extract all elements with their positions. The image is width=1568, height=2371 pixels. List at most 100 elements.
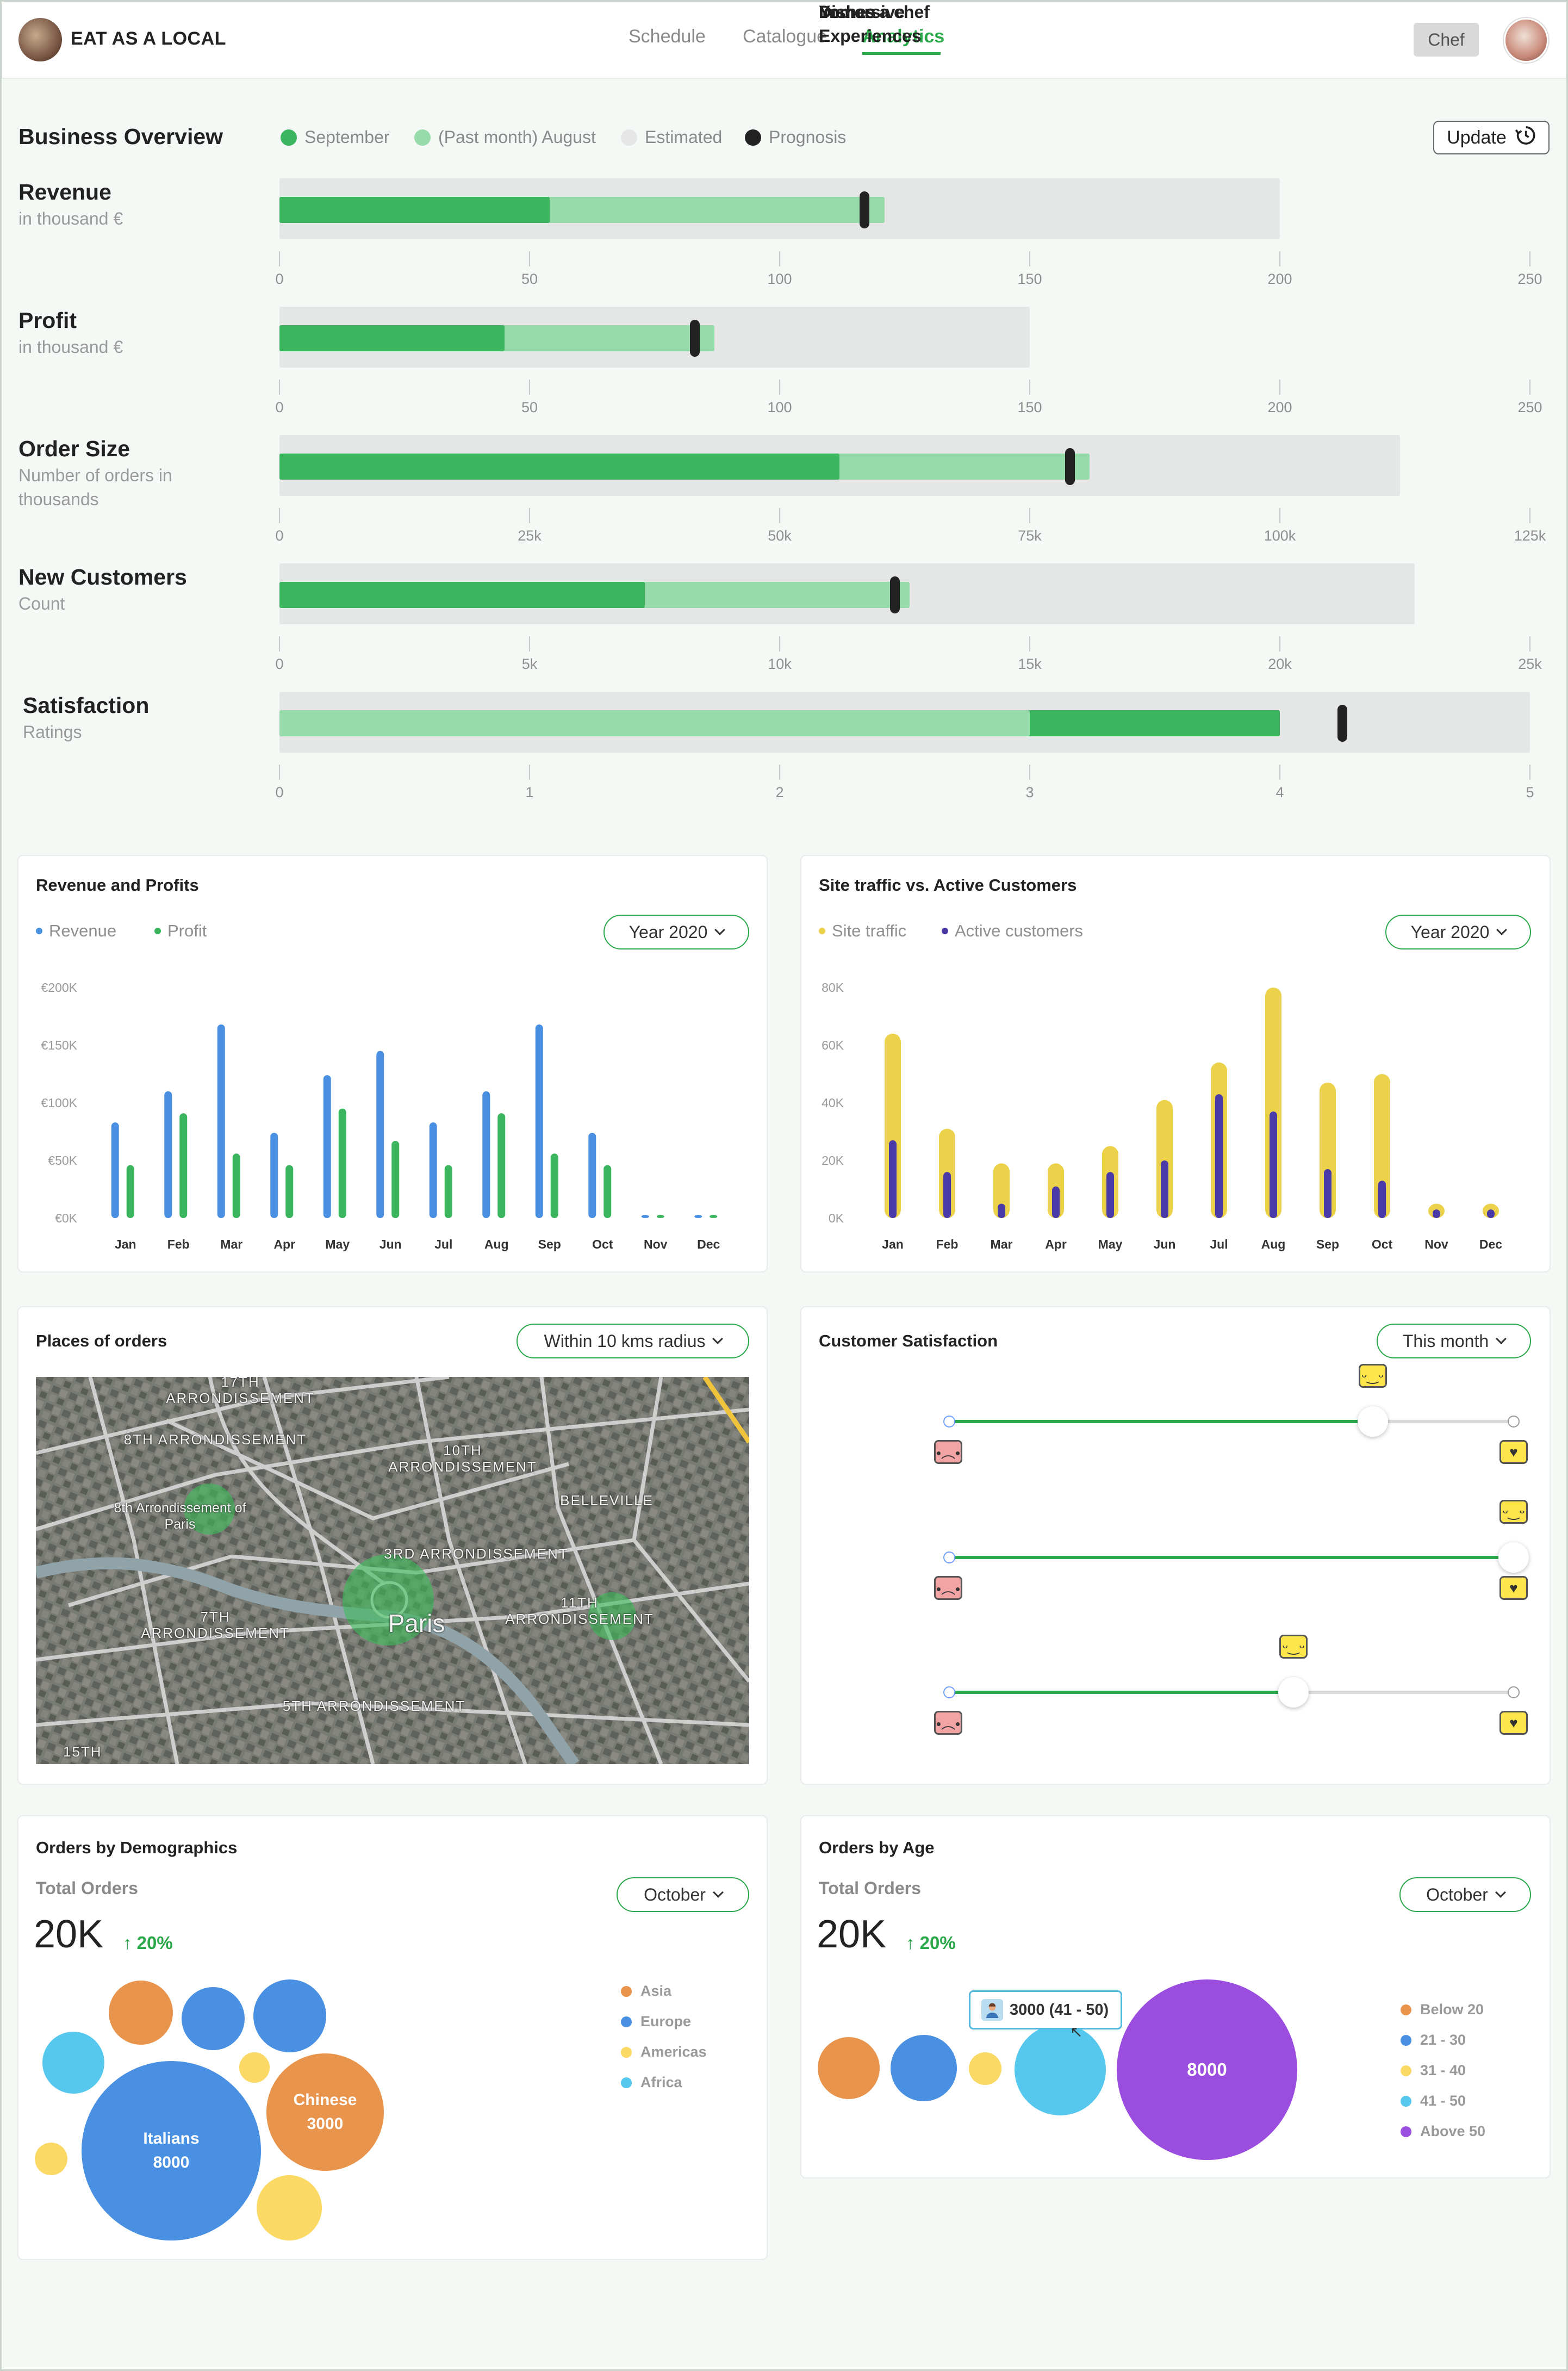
- august-bar[interactable]: [279, 710, 1030, 736]
- year-filter-dropdown[interactable]: Year 2020: [603, 915, 749, 949]
- metric-name: Profit: [18, 308, 77, 333]
- bar-revenue-feb[interactable]: [164, 1091, 172, 1218]
- bar-revenue-jun[interactable]: [376, 1051, 384, 1218]
- bar-revenue-mar[interactable]: [217, 1024, 225, 1218]
- bubble-above-50[interactable]: 8000: [1117, 1979, 1297, 2160]
- bar-active-customers-feb[interactable]: [943, 1172, 951, 1218]
- prognosis-marker[interactable]: [889, 576, 900, 613]
- axis-tick: [1529, 636, 1530, 651]
- arrow-up-icon: ↑: [123, 1933, 132, 1953]
- slider-knob[interactable]: [1278, 1677, 1309, 1708]
- prognosis-marker[interactable]: [689, 320, 700, 357]
- bubble-21-30[interactable]: [891, 2035, 957, 2101]
- history-icon: [1514, 125, 1536, 151]
- bar-profit-feb[interactable]: [179, 1113, 188, 1218]
- slider-knob[interactable]: [1498, 1542, 1529, 1573]
- legend-label: Above 50: [1420, 2123, 1486, 2139]
- bar-active-customers-nov[interactable]: [1433, 1209, 1440, 1218]
- brand-logo-avatar[interactable]: [18, 18, 62, 61]
- bubble-europe[interactable]: Italians 8000: [82, 2061, 261, 2240]
- bar-profit-aug[interactable]: [497, 1113, 506, 1218]
- bubble-americas[interactable]: [257, 2175, 322, 2240]
- bar-revenue-nov[interactable]: [641, 1215, 649, 1218]
- prognosis-marker[interactable]: [1065, 448, 1075, 485]
- orders-map[interactable]: 17TH ARRONDISSEMENT 8TH ARRONDISSEMENT 1…: [36, 1377, 749, 1764]
- bubble-asia[interactable]: Chinese 3000: [266, 2053, 384, 2171]
- bar-profit-apr[interactable]: [285, 1165, 294, 1218]
- satisfaction-slider-track[interactable]: [949, 1420, 1514, 1423]
- order-cluster-marker[interactable]: [184, 1484, 235, 1535]
- bubble-americas[interactable]: [35, 2143, 67, 2175]
- bar-active-customers-jun[interactable]: [1161, 1160, 1168, 1218]
- bar-profit-oct[interactable]: [603, 1165, 612, 1218]
- user-avatar[interactable]: [1504, 18, 1548, 63]
- bar-profit-mar[interactable]: [232, 1153, 240, 1218]
- bar-active-customers-dec[interactable]: [1487, 1209, 1495, 1218]
- bubble-europe[interactable]: [182, 1987, 245, 2050]
- bar-active-customers-aug[interactable]: [1270, 1111, 1277, 1218]
- update-button[interactable]: Update: [1433, 121, 1550, 154]
- bubble-tooltip: 3000 (41 - 50): [969, 1990, 1122, 2029]
- bubble-41-50[interactable]: [1015, 2024, 1106, 2115]
- period-filter-dropdown[interactable]: This month: [1377, 1324, 1531, 1358]
- bar-active-customers-jan[interactable]: [889, 1140, 897, 1218]
- bubble-31-40[interactable]: [969, 2052, 1001, 2085]
- bar-revenue-may[interactable]: [323, 1075, 331, 1218]
- bar-revenue-oct[interactable]: [588, 1133, 596, 1218]
- bar-site-traffic-jan[interactable]: [885, 1033, 901, 1218]
- september-bar[interactable]: [279, 197, 550, 223]
- bar-active-customers-jul[interactable]: [1215, 1094, 1223, 1218]
- bar-profit-jan[interactable]: [126, 1165, 134, 1218]
- nav-link-schedule[interactable]: Schedule: [629, 26, 706, 47]
- nav-link-analytics[interactable]: Analytics: [862, 26, 945, 47]
- bar-profit-nov[interactable]: [656, 1215, 664, 1218]
- bar-profit-sep[interactable]: [550, 1153, 558, 1218]
- axis-tick-label: 0: [275, 656, 284, 672]
- bar-revenue-dec[interactable]: [694, 1215, 702, 1218]
- september-bar[interactable]: [279, 454, 840, 480]
- bar-revenue-jul[interactable]: [429, 1122, 437, 1218]
- bar-profit-jun[interactable]: [391, 1140, 400, 1218]
- bar-site-traffic-sep[interactable]: [1320, 1082, 1336, 1218]
- bar-profit-may[interactable]: [338, 1108, 346, 1218]
- bar-site-traffic-aug[interactable]: [1265, 988, 1281, 1218]
- bar-active-customers-apr[interactable]: [1052, 1186, 1060, 1218]
- bar-site-traffic-jun[interactable]: [1156, 1100, 1173, 1218]
- bar-active-customers-oct[interactable]: [1378, 1181, 1386, 1218]
- bar-profit-dec[interactable]: [710, 1215, 718, 1218]
- bubble-below-20[interactable]: [818, 2037, 880, 2099]
- bar-revenue-aug[interactable]: [482, 1091, 490, 1218]
- bar-site-traffic-oct[interactable]: [1374, 1074, 1390, 1218]
- brand-name[interactable]: EAT AS A LOCAL: [71, 28, 226, 49]
- slider-knob[interactable]: [1357, 1406, 1388, 1437]
- year-filter-dropdown[interactable]: Year 2020: [1385, 915, 1531, 949]
- y-tick-label: €200K: [41, 980, 77, 995]
- satisfaction-slider-track[interactable]: [949, 1556, 1514, 1559]
- order-cluster-marker[interactable]: [343, 1554, 434, 1646]
- bar-active-customers-may[interactable]: [1106, 1172, 1114, 1218]
- bar-active-customers-mar[interactable]: [998, 1203, 1005, 1219]
- bar-revenue-jan[interactable]: [111, 1122, 119, 1218]
- order-cluster-marker[interactable]: [588, 1592, 636, 1640]
- radius-filter-dropdown[interactable]: Within 10 kms radius: [517, 1324, 749, 1358]
- month-filter-dropdown[interactable]: October: [617, 1877, 749, 1912]
- satisfaction-slider-track[interactable]: [949, 1691, 1514, 1694]
- x-tick-label: Jan: [115, 1237, 136, 1251]
- month-filter-dropdown[interactable]: October: [1399, 1877, 1531, 1912]
- bubble-africa[interactable]: [42, 2032, 104, 2094]
- september-bar[interactable]: [279, 582, 645, 608]
- bar-revenue-apr[interactable]: [270, 1133, 278, 1218]
- prognosis-marker[interactable]: [1337, 705, 1347, 742]
- bar-site-traffic-mar[interactable]: [993, 1163, 1010, 1218]
- bubble-asia[interactable]: [109, 1981, 173, 2045]
- bubble-americas[interactable]: [239, 2052, 270, 2083]
- chef-role-button[interactable]: Chef: [1414, 23, 1479, 57]
- september-bar[interactable]: [279, 325, 505, 351]
- bar-active-customers-sep[interactable]: [1324, 1169, 1331, 1218]
- bubble-europe[interactable]: [253, 1979, 326, 2052]
- prognosis-marker[interactable]: [860, 191, 870, 228]
- bar-revenue-sep[interactable]: [535, 1024, 543, 1218]
- slider-fill: [949, 1691, 1294, 1694]
- bar-profit-jul[interactable]: [444, 1165, 452, 1218]
- nav-link-catalogue[interactable]: Catalogue: [743, 26, 827, 47]
